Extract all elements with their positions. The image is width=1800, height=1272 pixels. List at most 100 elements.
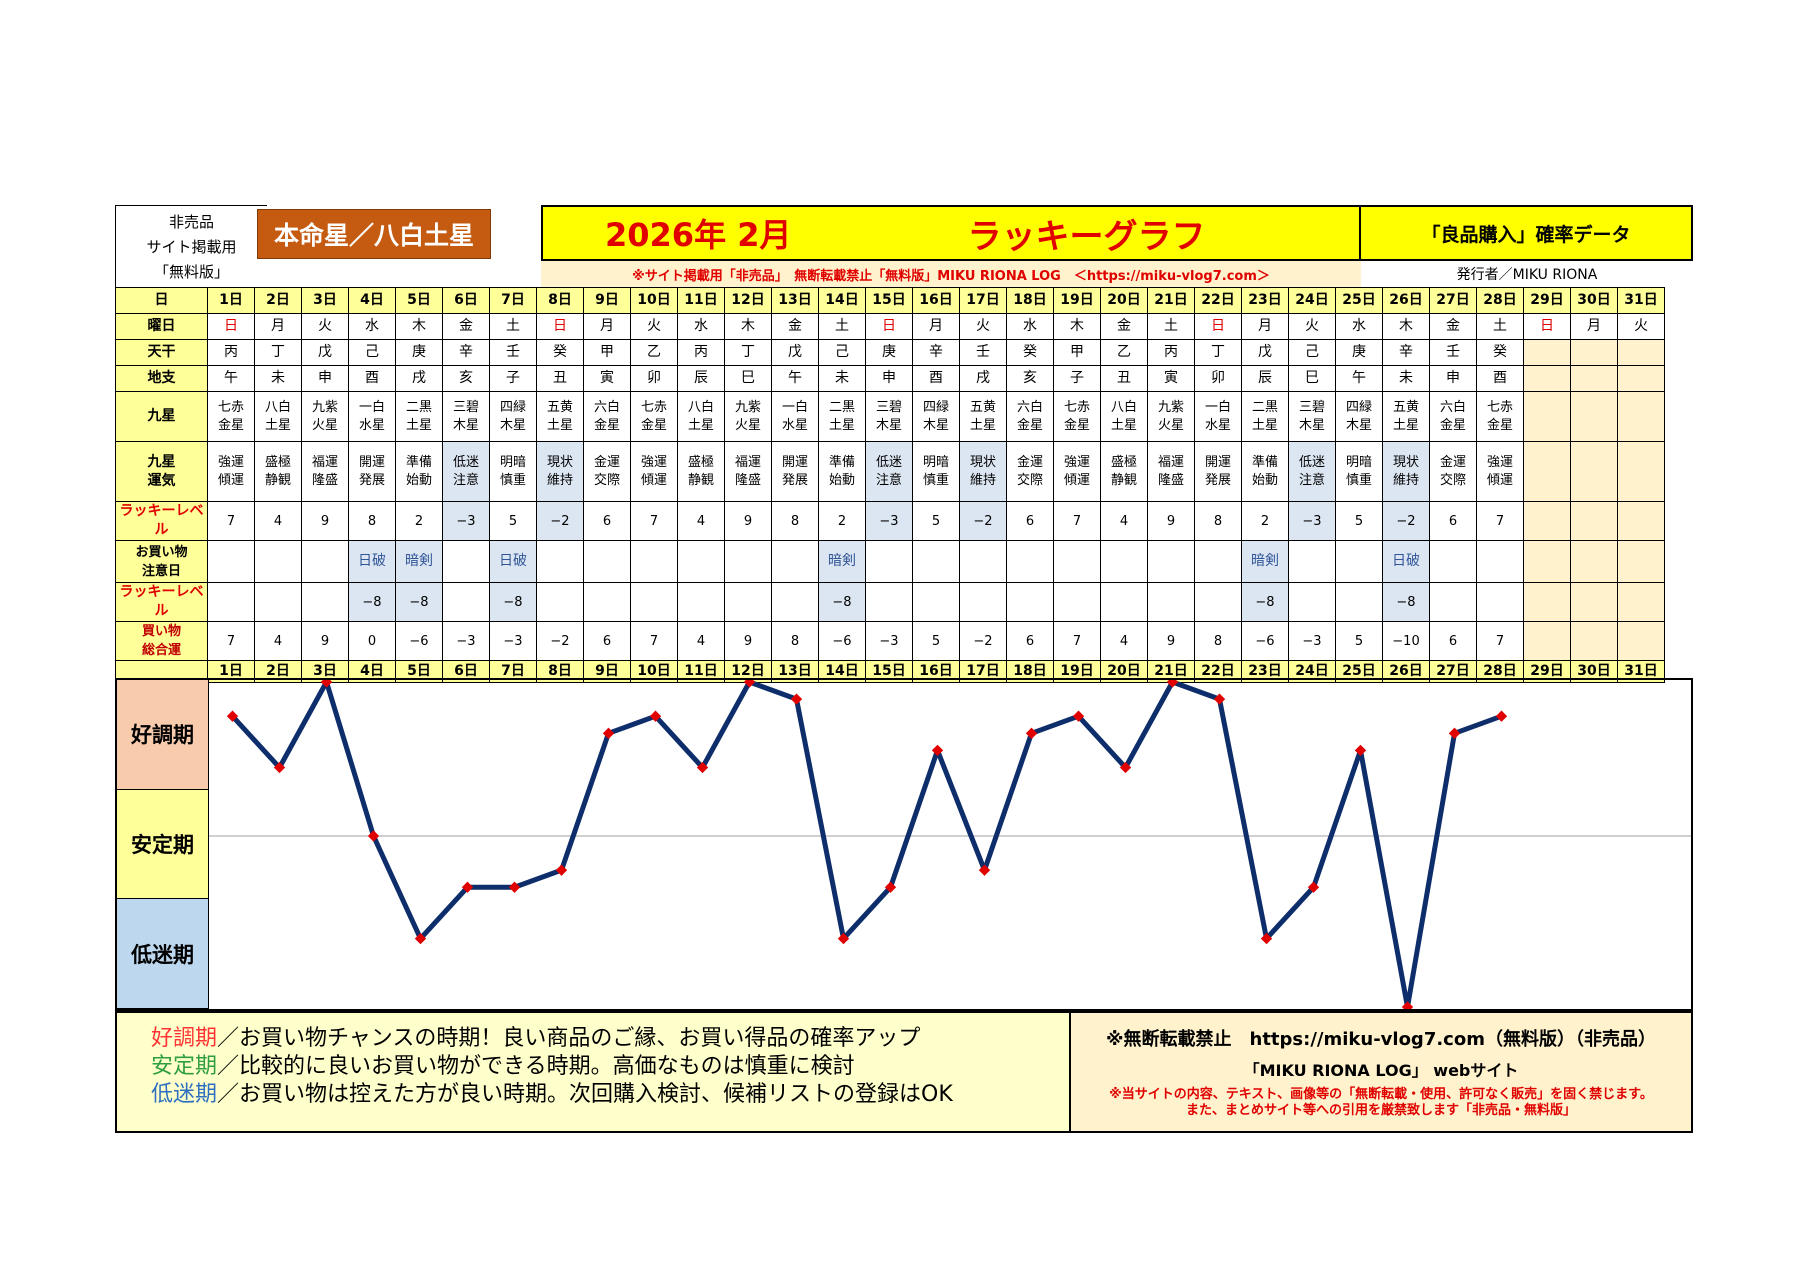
kyusei-cell: 二黒 土星 bbox=[395, 391, 443, 442]
row-day: 日 1日 2日 3日 4日 5日 6日 7日 8日 9日 10日 11日 12日 13日 14日 15日 16日… bbox=[115, 287, 1665, 314]
series-line-segment bbox=[653, 713, 705, 771]
total-cell: 4 bbox=[254, 621, 302, 661]
chishi-cell: 酉 bbox=[912, 365, 960, 392]
kyusei-cell: 四緑 木星 bbox=[912, 391, 960, 442]
zone-low-label: 低迷期 bbox=[117, 899, 209, 1009]
copyright-line-2: 「MIKU RIONA LOG」 webサイト bbox=[1243, 1061, 1519, 1080]
chishi-cell: 午 bbox=[771, 365, 819, 392]
weekday-cell: 日 bbox=[1194, 313, 1242, 340]
total-cell: −10 bbox=[1382, 621, 1430, 661]
chishi-cell: 申 bbox=[301, 365, 349, 392]
kyusei-cell: 七赤 金星 bbox=[1476, 391, 1524, 442]
copyright-notice: ※サイト掲載用「非売品」 無断転載禁止「無料版」MIKU RIONA LOG ＜… bbox=[541, 261, 1361, 287]
lucky-level2-cell bbox=[442, 582, 490, 622]
data-point bbox=[1307, 881, 1320, 893]
row-label-caution: お買い物 注意日 bbox=[115, 540, 208, 583]
zone-good-label: 好調期 bbox=[117, 680, 209, 790]
unki-cell: 金運 交際 bbox=[583, 441, 631, 502]
day-cell: 25日 bbox=[1335, 287, 1383, 314]
lucky-level-cell bbox=[1570, 501, 1618, 541]
day-footer-cell: 5日 bbox=[395, 660, 443, 683]
kyusei-cell: 一白 水星 bbox=[1194, 391, 1242, 442]
caution-cell bbox=[1006, 540, 1054, 583]
caution-cell: 暗剣 bbox=[818, 540, 866, 583]
weekday-cell: 金 bbox=[442, 313, 490, 340]
kyusei-cell: 三碧 木星 bbox=[865, 391, 913, 442]
chishi-cell: 未 bbox=[254, 365, 302, 392]
total-cell: 7 bbox=[1476, 621, 1524, 661]
nonsale-line: サイト掲載用 bbox=[146, 237, 237, 256]
caution-cell bbox=[1053, 540, 1101, 583]
kyusei-cell: 八白 土星 bbox=[254, 391, 302, 442]
day-footer-cell: 2日 bbox=[254, 660, 302, 683]
weekday-cell: 火 bbox=[959, 313, 1007, 340]
lucky-level2-cell bbox=[630, 582, 678, 622]
day-cell: 22日 bbox=[1194, 287, 1242, 314]
chishi-cell: 子 bbox=[489, 365, 537, 392]
legend-line-stable: 安定期／比較的に良いお買い物ができる時期。高価なものは慎重に検討 bbox=[151, 1053, 1069, 1081]
series-line-segment bbox=[1123, 680, 1175, 771]
caution-cell bbox=[771, 540, 819, 583]
caution-cell bbox=[583, 540, 631, 583]
caution-cell: 日破 bbox=[1382, 540, 1430, 583]
lucky-level-cell: 5 bbox=[912, 501, 960, 541]
chishi-cell: 丑 bbox=[536, 365, 584, 392]
data-point bbox=[508, 881, 521, 893]
kyusei-cell: 七赤 金星 bbox=[630, 391, 678, 442]
data-point bbox=[1025, 727, 1038, 739]
ryohin-label: 「良品購入」確率データ bbox=[1361, 205, 1693, 261]
kyusei-cell: 六白 金星 bbox=[583, 391, 631, 442]
series-line-segment bbox=[418, 884, 470, 942]
unki-cell: 金運 交際 bbox=[1429, 441, 1477, 502]
copyright-line-3a: ※当サイトの内容、テキスト、画像等の「無断転載・使用、許可なく販売」を固く禁じま… bbox=[1109, 1087, 1653, 1102]
weekday-cell: 土 bbox=[1147, 313, 1195, 340]
kyusei-cell: 九紫 火星 bbox=[1147, 391, 1195, 442]
unki-cell: 低迷 注意 bbox=[442, 441, 490, 502]
lucky-level2-cell bbox=[1429, 582, 1477, 622]
day-footer-cell: 14日 bbox=[818, 660, 866, 683]
weekday-cell: 金 bbox=[771, 313, 819, 340]
kyusei-cell: 八白 土星 bbox=[1100, 391, 1148, 442]
weekday-cell: 木 bbox=[724, 313, 772, 340]
chart-frame: 好調期 安定期 低迷期 bbox=[115, 678, 1693, 1011]
total-cell bbox=[1617, 621, 1665, 661]
day-footer-cell: 30日 bbox=[1570, 660, 1618, 683]
total-cell bbox=[1523, 621, 1571, 661]
chishi-cell: 丑 bbox=[1100, 365, 1148, 392]
series-line-segment bbox=[1170, 680, 1222, 702]
data-point bbox=[978, 864, 991, 876]
caution-cell bbox=[865, 540, 913, 583]
caution-cell bbox=[1523, 540, 1571, 583]
weekday-cell: 水 bbox=[677, 313, 725, 340]
row-label-lucky-level2: ラッキーレベル bbox=[115, 582, 208, 622]
total-cell: 4 bbox=[1100, 621, 1148, 661]
kyusei-cell bbox=[1523, 391, 1571, 442]
day-cell: 16日 bbox=[912, 287, 960, 314]
legend-box: 好調期／お買い物チャンスの時期！良い商品のご縁、お買い得品の確率アップ 安定期／… bbox=[115, 1011, 1071, 1133]
data-point bbox=[1354, 744, 1367, 757]
tenkan-cell bbox=[1523, 339, 1571, 366]
lucky-level-cell: 9 bbox=[1147, 501, 1195, 541]
day-footer-cell: 24日 bbox=[1288, 660, 1336, 683]
chishi-cell: 戌 bbox=[395, 365, 443, 392]
weekday-cell: 土 bbox=[1476, 313, 1524, 340]
data-point bbox=[1119, 761, 1132, 774]
lucky-level2-cell bbox=[536, 582, 584, 622]
caution-cell bbox=[677, 540, 725, 583]
unki-cell: 開運 発展 bbox=[771, 441, 819, 502]
kyusei-cell: 一白 水星 bbox=[348, 391, 396, 442]
total-cell: −2 bbox=[536, 621, 584, 661]
chishi-cell bbox=[1523, 365, 1571, 392]
unki-cell: 低迷 注意 bbox=[1288, 441, 1336, 502]
kyusei-cell: 三碧 木星 bbox=[1288, 391, 1336, 442]
chishi-cell bbox=[1617, 365, 1665, 392]
total-cell: 7 bbox=[630, 621, 678, 661]
row-label-day-footer bbox=[115, 660, 208, 683]
nonsale-label: 非売品 サイト掲載用 「無料版」 bbox=[115, 205, 267, 289]
lucky-level-cell: 7 bbox=[207, 501, 255, 541]
kyusei-cell: 四緑 木星 bbox=[489, 391, 537, 442]
chishi-cell: 申 bbox=[1429, 365, 1477, 392]
series-line-segment bbox=[277, 680, 329, 771]
tenkan-cell: 壬 bbox=[1429, 339, 1477, 366]
lucky-level2-cell: −8 bbox=[348, 582, 396, 622]
